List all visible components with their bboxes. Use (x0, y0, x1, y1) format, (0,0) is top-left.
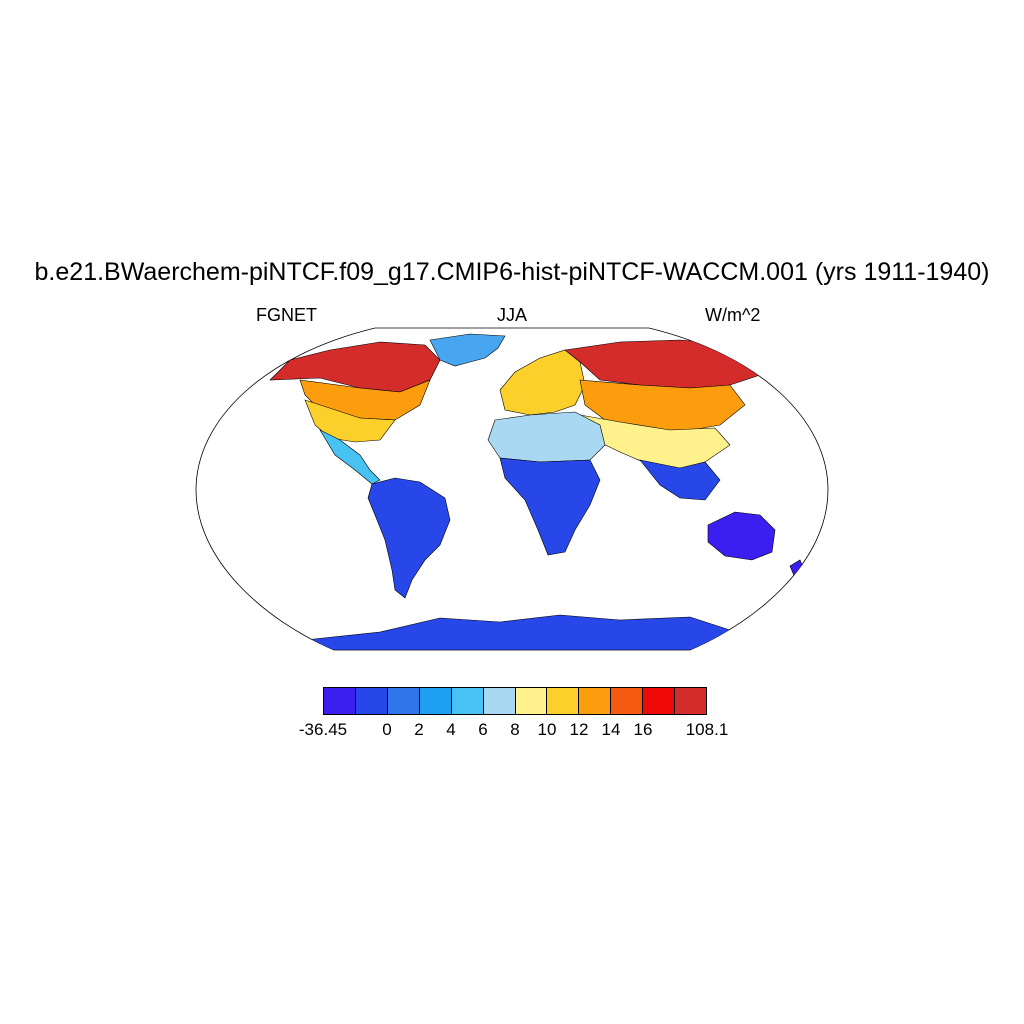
colorbar-label: 14 (601, 720, 621, 739)
greenland (429, 333, 506, 367)
colorbar-box (674, 687, 708, 715)
colorbar-box (546, 687, 580, 715)
colorbar-box (482, 687, 516, 715)
colorbar-label: -36.45 (298, 720, 348, 739)
southeast-asia (639, 459, 721, 501)
variable-label: FGNET (256, 305, 317, 325)
colorbar-label: 8 (510, 720, 520, 739)
south-america (367, 477, 451, 599)
north-america-north (269, 341, 441, 393)
asia-central (579, 379, 746, 433)
colorbar-box (386, 687, 420, 715)
colorbar-label: 10 (537, 720, 557, 739)
central-america (319, 429, 381, 485)
africa-north (487, 411, 606, 463)
colorbar-box (610, 687, 644, 715)
colorbar-label: 6 (478, 720, 488, 739)
antarctica (304, 614, 731, 650)
north-america-south (304, 399, 396, 443)
colorbar-label: 16 (633, 720, 653, 739)
colorbar-box (450, 687, 484, 715)
colorbar-box (642, 687, 676, 715)
colorbar-box (354, 687, 388, 715)
colorbar-label: 2 (414, 720, 424, 739)
colorbar-label: 4 (446, 720, 456, 739)
australia (707, 511, 776, 561)
colorbar-label: 108.1 (685, 720, 729, 739)
colorbar-box (578, 687, 612, 715)
africa-south (499, 457, 601, 556)
units-label: W/m^2 (705, 305, 761, 325)
colorbar (323, 687, 708, 715)
season-label: JJA (496, 305, 528, 325)
plot-title: b.e21.BWaerchem-piNTCF.f09_g17.CMIP6-his… (34, 258, 990, 286)
colorbar-label: 0 (382, 720, 392, 739)
colorbar-box (514, 687, 548, 715)
colorbar-box (323, 687, 356, 715)
colorbar-box (418, 687, 452, 715)
colorbar-label: 12 (569, 720, 589, 739)
